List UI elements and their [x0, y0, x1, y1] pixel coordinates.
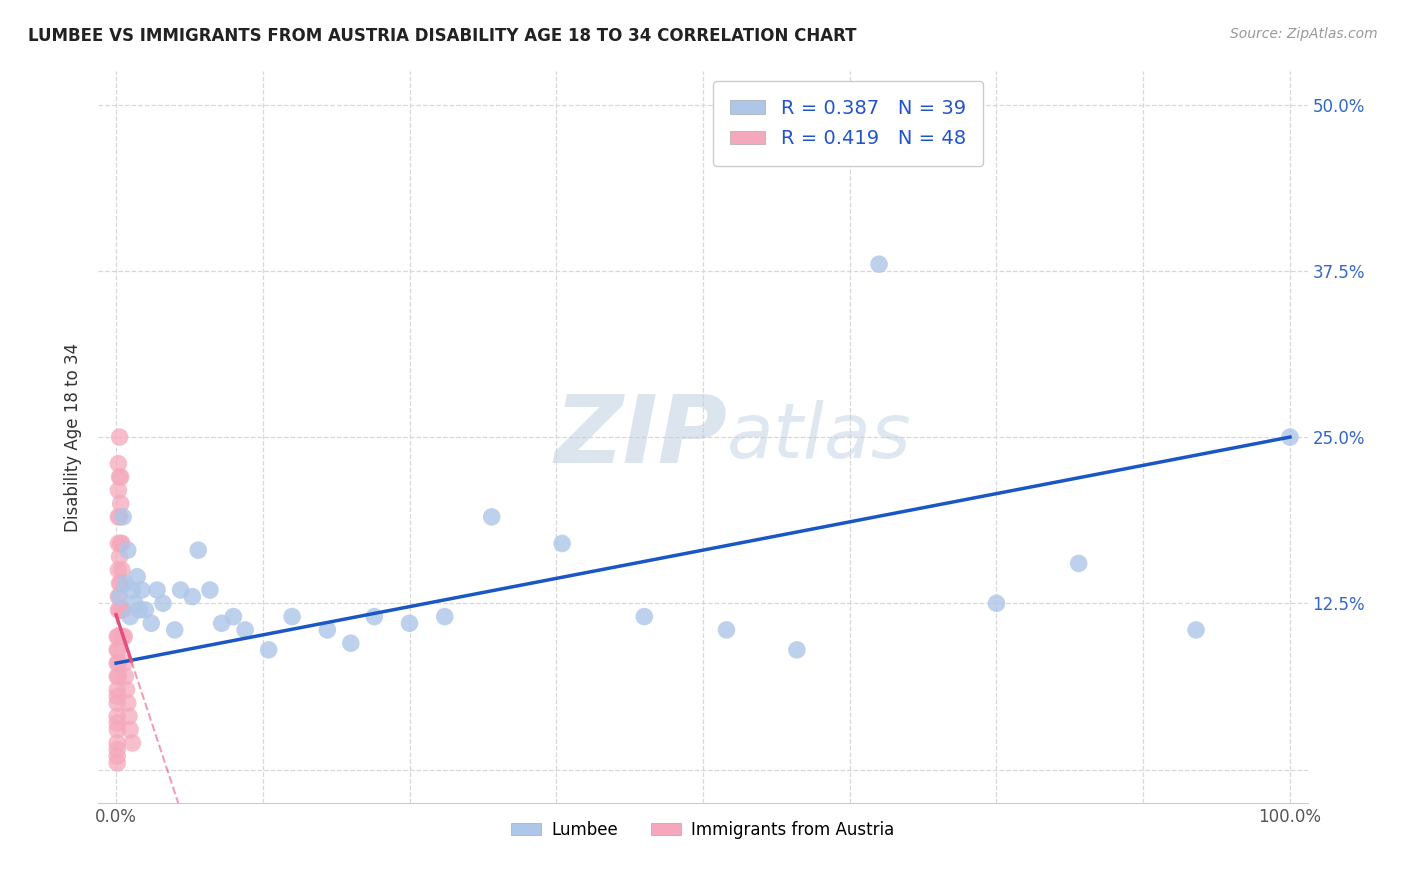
Point — [111, 563, 134, 577]
Point — [112, 630, 135, 644]
Point — [146, 582, 169, 597]
Point — [187, 543, 209, 558]
Point — [211, 616, 233, 631]
Point — [107, 630, 129, 644]
Point — [118, 709, 141, 723]
Point — [1067, 557, 1090, 571]
Point — [114, 669, 136, 683]
Point — [105, 696, 128, 710]
Point — [105, 716, 128, 731]
Point — [398, 616, 420, 631]
Point — [105, 669, 128, 683]
Point — [110, 497, 132, 511]
Point — [107, 643, 129, 657]
Point — [107, 590, 129, 604]
Point — [316, 623, 339, 637]
Point — [198, 582, 221, 597]
Point — [481, 509, 503, 524]
Point — [120, 723, 142, 737]
Point — [633, 609, 655, 624]
Point — [105, 723, 128, 737]
Point — [222, 609, 245, 624]
Point — [105, 682, 128, 697]
Point — [1185, 623, 1208, 637]
Point — [107, 457, 129, 471]
Point — [120, 609, 142, 624]
Point — [117, 543, 139, 558]
Point — [257, 643, 280, 657]
Text: atlas: atlas — [727, 401, 911, 474]
Point — [114, 576, 136, 591]
Point — [110, 576, 132, 591]
Point — [163, 623, 186, 637]
Point — [105, 643, 128, 657]
Point — [110, 536, 132, 550]
Point — [115, 682, 138, 697]
Point — [433, 609, 456, 624]
Point — [105, 656, 128, 670]
Point — [121, 736, 143, 750]
Point — [131, 582, 153, 597]
Point — [112, 630, 135, 644]
Point — [105, 630, 128, 644]
Point — [127, 570, 149, 584]
Point — [786, 643, 808, 657]
Point — [108, 590, 131, 604]
Point — [105, 690, 128, 704]
Point — [111, 603, 134, 617]
Point — [108, 576, 131, 591]
Point — [108, 430, 131, 444]
Point — [105, 749, 128, 764]
Point — [107, 509, 129, 524]
Point — [716, 623, 738, 637]
Point — [112, 509, 135, 524]
Point — [112, 656, 135, 670]
Text: ZIP: ZIP — [554, 391, 727, 483]
Point — [141, 616, 163, 631]
Point — [363, 609, 385, 624]
Point — [107, 603, 129, 617]
Point — [108, 603, 131, 617]
Point — [112, 603, 135, 617]
Y-axis label: Disability Age 18 to 34: Disability Age 18 to 34 — [65, 343, 83, 532]
Point — [105, 756, 128, 770]
Point — [551, 536, 574, 550]
Point — [107, 563, 129, 577]
Point — [117, 696, 139, 710]
Point — [107, 669, 129, 683]
Text: LUMBEE VS IMMIGRANTS FROM AUSTRIA DISABILITY AGE 18 TO 34 CORRELATION CHART: LUMBEE VS IMMIGRANTS FROM AUSTRIA DISABI… — [28, 27, 856, 45]
Point — [181, 590, 204, 604]
Point — [121, 582, 143, 597]
Point — [105, 742, 128, 756]
Point — [340, 636, 363, 650]
Point — [110, 470, 132, 484]
Point — [124, 596, 146, 610]
Point — [1278, 430, 1301, 444]
Point — [868, 257, 890, 271]
Point — [107, 656, 129, 670]
Point — [233, 623, 256, 637]
Point — [128, 603, 150, 617]
Point — [107, 483, 129, 498]
Point — [134, 603, 156, 617]
Text: Source: ZipAtlas.com: Source: ZipAtlas.com — [1230, 27, 1378, 41]
Point — [105, 736, 128, 750]
Point — [105, 709, 128, 723]
Point — [169, 582, 191, 597]
Point — [111, 536, 134, 550]
Legend: Lumbee, Immigrants from Austria: Lumbee, Immigrants from Austria — [505, 814, 901, 846]
Point — [108, 470, 131, 484]
Point — [152, 596, 174, 610]
Point — [281, 609, 304, 624]
Point — [107, 536, 129, 550]
Point — [108, 549, 131, 564]
Point — [108, 509, 131, 524]
Point — [986, 596, 1008, 610]
